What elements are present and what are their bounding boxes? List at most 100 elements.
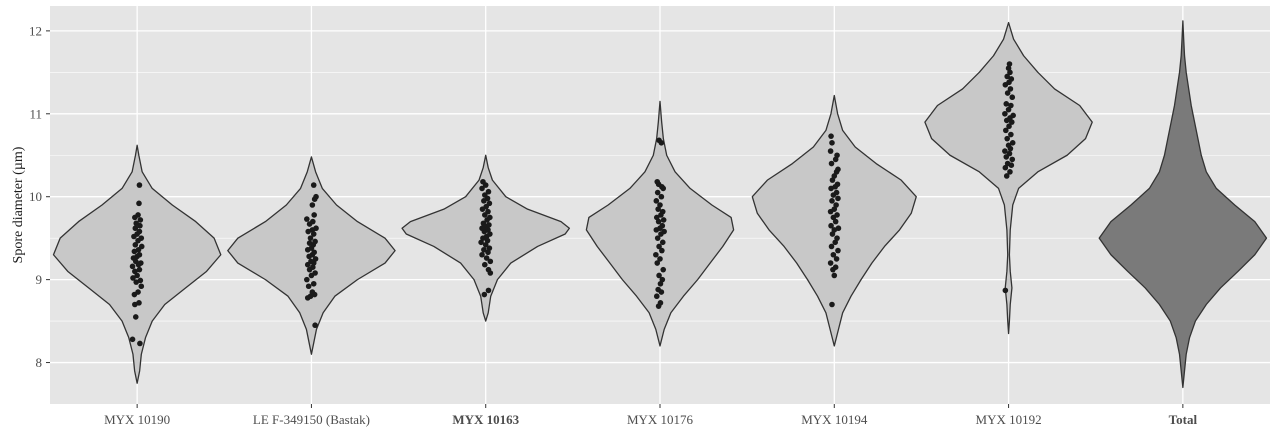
data-point <box>136 266 143 273</box>
data-point <box>1004 135 1010 142</box>
data-point <box>833 189 840 196</box>
y-tick-label: 11 <box>29 106 42 121</box>
data-point <box>487 258 494 265</box>
data-point <box>481 261 488 268</box>
data-point <box>136 182 143 188</box>
data-point <box>653 293 660 300</box>
data-point <box>661 228 667 235</box>
data-point <box>1004 73 1010 80</box>
data-point <box>831 173 838 179</box>
data-point <box>485 266 492 273</box>
data-point <box>137 340 143 347</box>
x-tick-label: MYX 10192 <box>976 412 1042 427</box>
data-point <box>312 270 318 276</box>
data-point <box>138 243 145 250</box>
data-point <box>1010 112 1016 119</box>
data-point <box>832 218 839 225</box>
data-point <box>132 242 139 248</box>
data-point <box>829 301 835 308</box>
data-point <box>827 260 834 266</box>
data-point <box>656 243 662 250</box>
data-point <box>1007 169 1013 175</box>
data-point <box>129 336 136 343</box>
data-point <box>136 200 142 207</box>
data-point <box>309 289 316 295</box>
data-point <box>834 152 840 159</box>
data-point <box>658 140 665 146</box>
data-point <box>829 198 835 204</box>
data-point <box>485 208 491 215</box>
data-point <box>1008 76 1015 82</box>
data-point <box>831 272 838 279</box>
data-point <box>835 225 842 232</box>
data-point <box>479 251 485 258</box>
data-point <box>659 239 666 246</box>
data-point <box>485 188 492 195</box>
data-point <box>132 268 138 275</box>
data-point <box>138 283 145 290</box>
data-point <box>1009 140 1016 146</box>
data-point <box>1002 110 1008 117</box>
data-point <box>828 160 835 167</box>
data-point <box>833 256 840 262</box>
data-point <box>481 192 488 198</box>
data-point <box>835 166 841 173</box>
data-point <box>660 217 667 223</box>
data-point <box>658 193 665 200</box>
data-point <box>827 148 834 154</box>
data-point <box>834 235 840 241</box>
y-axis-title: Spore diameter (µm) <box>11 146 26 263</box>
data-point <box>481 291 488 298</box>
data-point <box>1006 150 1013 157</box>
data-point <box>305 283 312 290</box>
data-point <box>486 200 493 207</box>
data-point <box>1009 94 1016 101</box>
data-point <box>129 263 136 270</box>
x-tick-label: LE F-349150 (Bastak) <box>253 412 370 427</box>
data-point <box>828 133 834 139</box>
x-tick-label: Total <box>1169 412 1198 427</box>
data-point <box>654 235 661 241</box>
data-point <box>486 222 492 228</box>
data-point <box>657 256 663 262</box>
data-point <box>486 245 493 251</box>
x-tick-label: MYX 10163 <box>452 412 519 427</box>
y-tick-label: 8 <box>36 355 43 370</box>
x-axis-ticks: MYX 10190 LE F-349150 (Bastak) MYX 10163 MY… <box>104 404 1197 427</box>
data-point <box>310 182 317 188</box>
data-point <box>312 238 318 245</box>
data-point <box>485 287 492 294</box>
data-point <box>1002 287 1009 294</box>
data-point <box>480 178 486 185</box>
data-point <box>828 222 834 229</box>
data-point <box>304 276 310 283</box>
data-point <box>135 289 141 295</box>
data-point <box>479 185 485 192</box>
data-point <box>655 286 661 293</box>
data-point <box>1008 102 1014 109</box>
data-point <box>1004 160 1011 167</box>
y-tick-label: 9 <box>36 272 43 287</box>
x-tick-label: MYX 10194 <box>801 412 868 427</box>
data-point <box>659 247 665 254</box>
data-point <box>834 181 841 188</box>
data-point <box>137 277 144 284</box>
data-point <box>138 235 145 241</box>
data-point <box>660 266 667 273</box>
data-point <box>654 189 661 196</box>
data-point <box>304 216 310 222</box>
data-point <box>654 260 661 266</box>
data-point <box>830 251 837 258</box>
data-point <box>1004 90 1011 96</box>
data-point <box>832 264 839 270</box>
data-point <box>1009 156 1016 163</box>
data-point <box>137 217 144 223</box>
data-point <box>1006 61 1013 67</box>
y-tick-label: 10 <box>29 189 42 204</box>
data-point <box>308 258 314 265</box>
data-point <box>311 249 317 256</box>
data-point <box>310 218 316 225</box>
data-point <box>313 193 319 200</box>
y-axis-ticks: 8 9 10 11 12 <box>29 23 50 370</box>
data-point <box>481 246 487 253</box>
